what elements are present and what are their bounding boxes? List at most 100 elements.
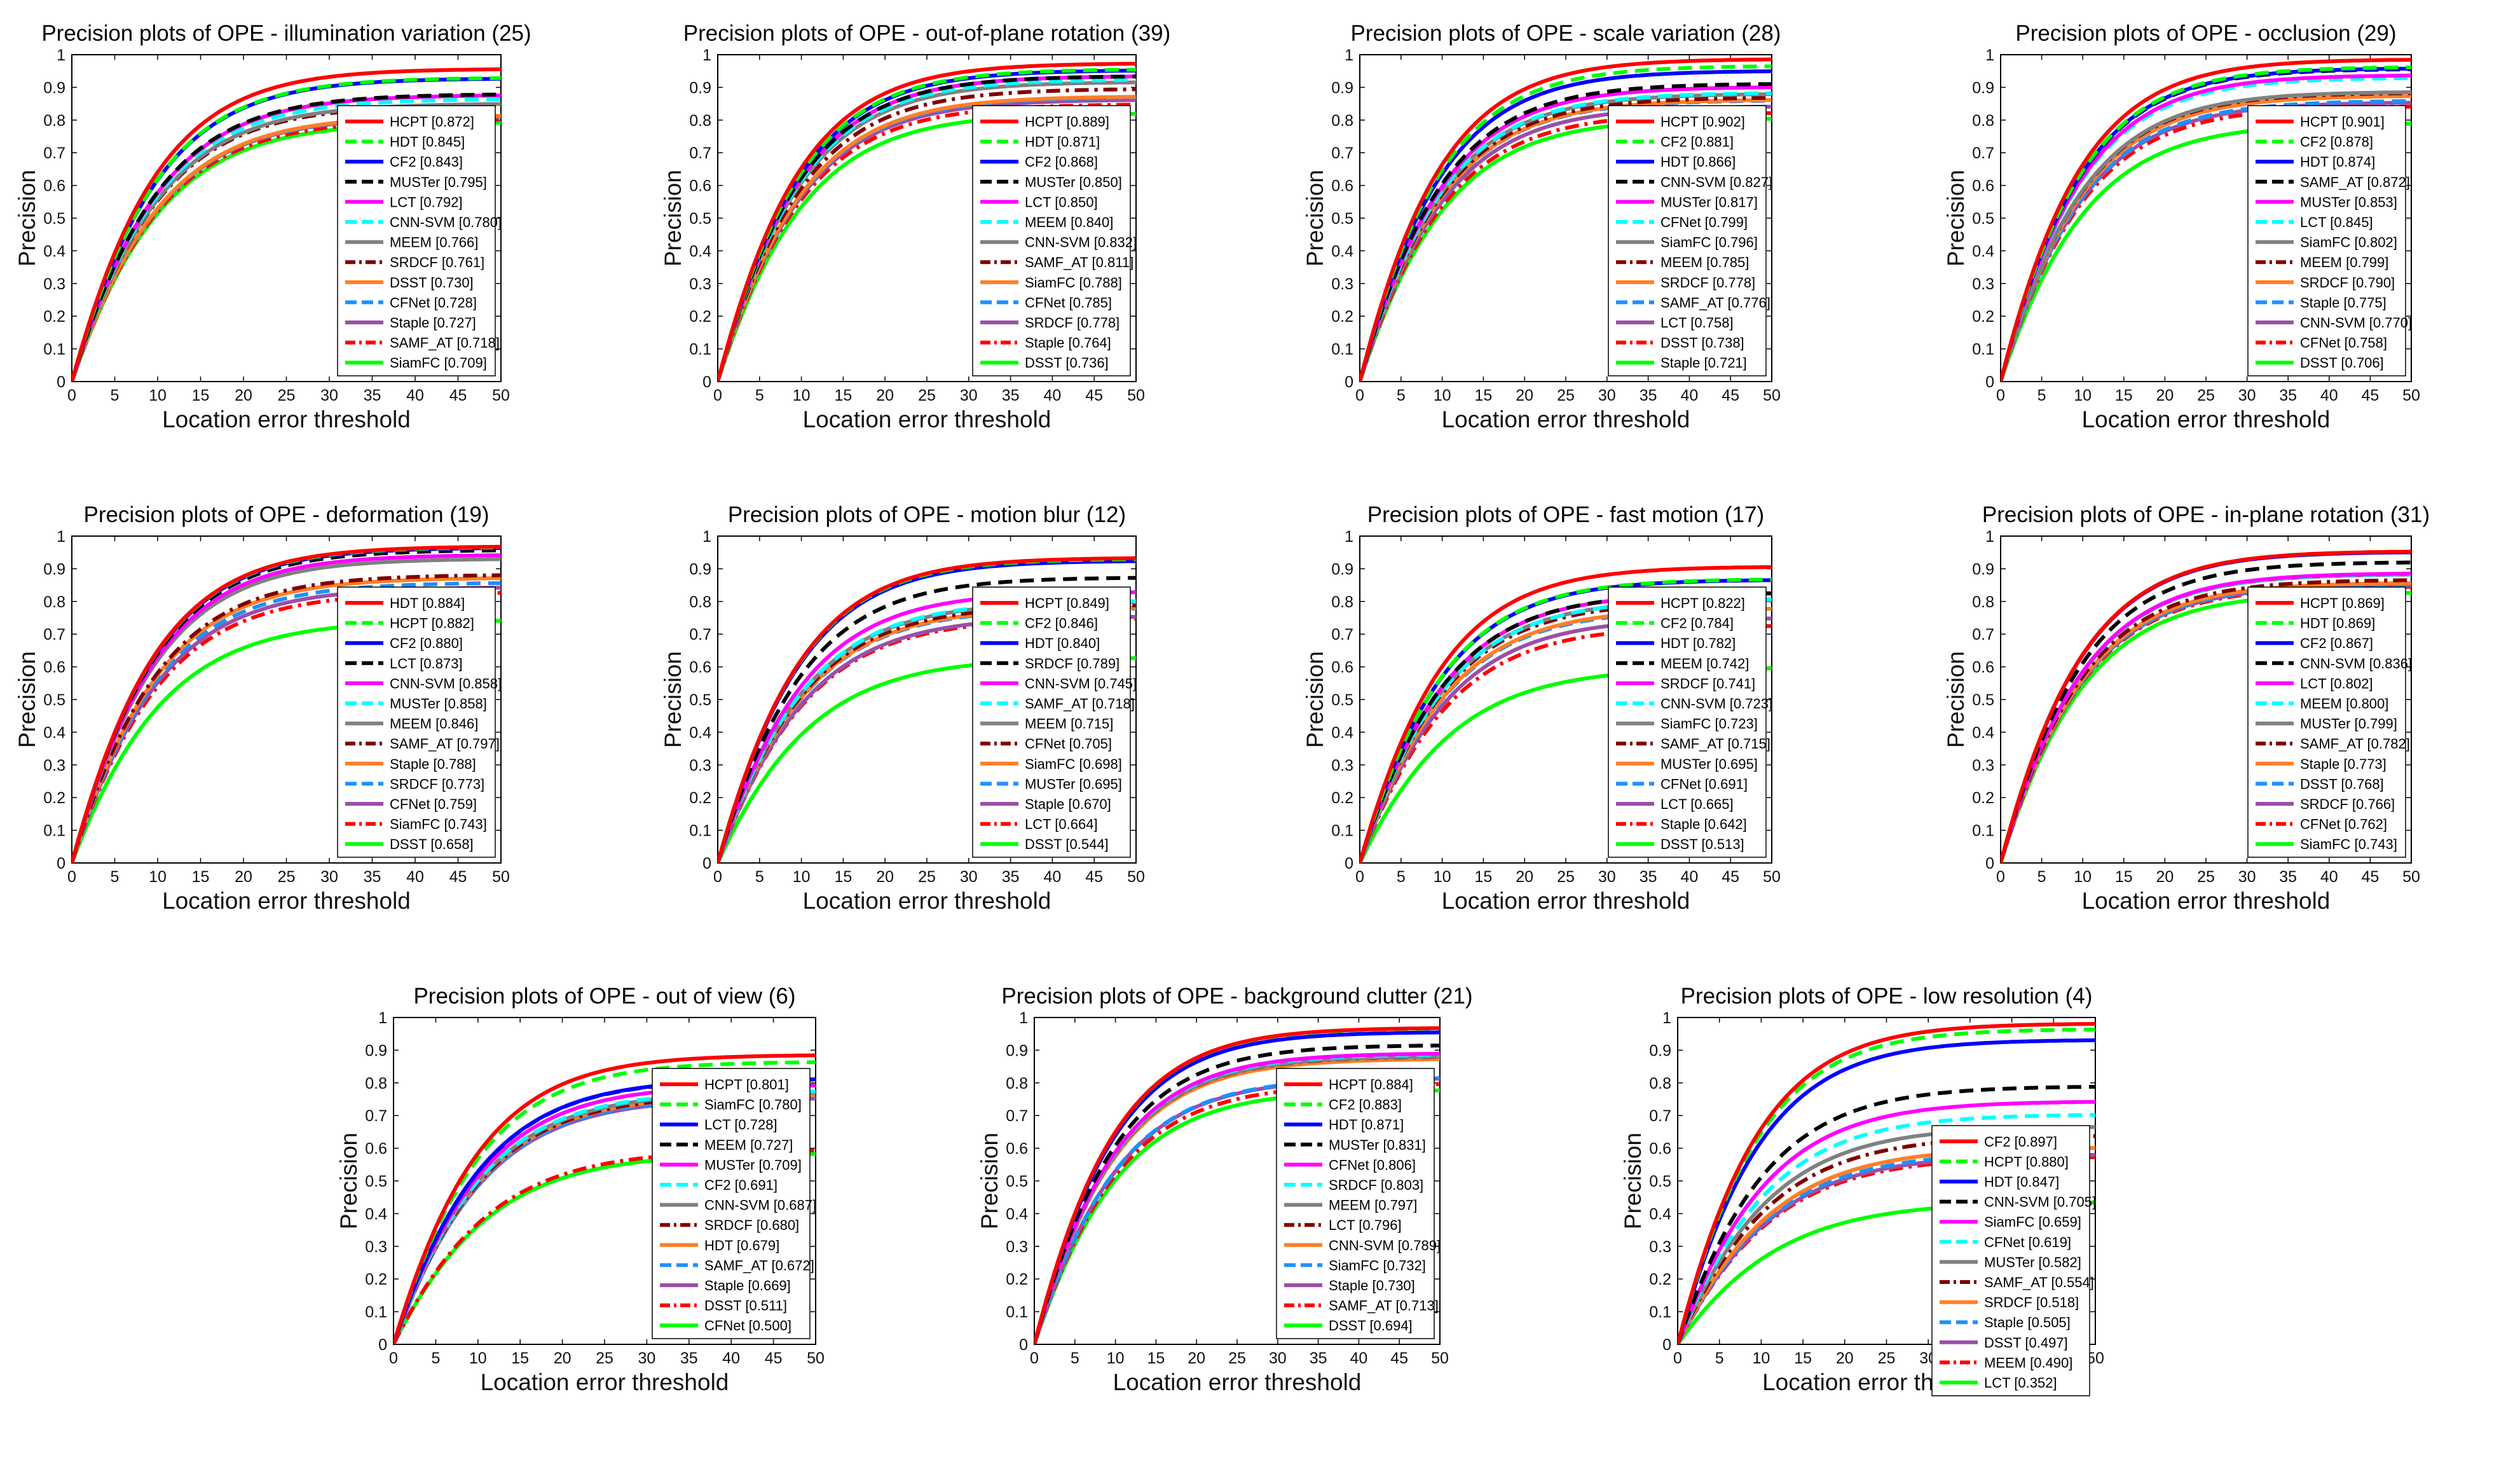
x-axis-label: Location error threshold: [803, 888, 1051, 914]
series-line-samf-at: [72, 573, 501, 863]
series-line-cf2: [1678, 1022, 2095, 1344]
y-axis-label: Precision: [1943, 170, 1969, 266]
y-axis-label: Precision: [660, 651, 686, 748]
y-tick-label: 0.4: [43, 242, 65, 260]
y-tick-label: 0.5: [365, 1173, 387, 1190]
x-tick-label: 15: [834, 387, 852, 404]
series-line-hdt: [72, 544, 501, 863]
legend-entry-cfnet: CFNet [0.705]: [1025, 736, 1112, 752]
legend-entry-srdcf: SRDCF [0.766]: [2300, 796, 2395, 812]
series-line-hcpt: [394, 1053, 816, 1344]
x-tick-label: 25: [1878, 1349, 1896, 1367]
legend-entry-samf-at: SAMF_AT [0.713]: [1329, 1298, 1439, 1314]
y-tick-label: 0.1: [1331, 341, 1353, 359]
legend-entry-cfnet: CFNet [0.619]: [1984, 1234, 2071, 1250]
legend-entry-lct: LCT [0.728]: [704, 1117, 777, 1133]
legend-entry-cnn-svm: CNN-SVM [0.723]: [1661, 696, 1772, 712]
y-tick-label: 0.3: [1649, 1238, 1671, 1256]
y-tick-label: 0.2: [43, 308, 65, 326]
y-tick-label: 0.9: [1972, 560, 1994, 578]
series-line-siamfc: [1678, 1100, 2095, 1344]
legend-entry-dsst: DSST [0.768]: [2300, 776, 2384, 792]
x-tick-label: 35: [1640, 387, 1657, 404]
legend-entry-cf2: CF2 [0.868]: [1025, 154, 1098, 170]
x-tick-label: 25: [918, 868, 936, 886]
series-line-dsst: [1360, 111, 1772, 382]
y-tick-label: 0.4: [1972, 724, 1994, 741]
y-tick-label: 0.9: [1331, 79, 1353, 97]
y-tick-label: 0.7: [689, 626, 711, 644]
y-tick-label: 0.6: [1649, 1140, 1671, 1158]
legend-entry-cnn-svm: CNN-SVM [0.705]: [1984, 1194, 2096, 1210]
series-line-siamfc: [718, 95, 1136, 382]
y-tick-label: 0.8: [1331, 593, 1353, 611]
chart-title: Precision plots of OPE - fast motion (17…: [1367, 502, 1764, 527]
legend-entry-muster: MUSTer [0.582]: [1984, 1254, 2081, 1270]
x-tick-label: 40: [406, 868, 424, 886]
legend-entry-cnn-svm: CNN-SVM [0.745]: [1025, 675, 1137, 691]
legend-entry-staple: Staple [0.669]: [704, 1278, 791, 1293]
series-line-siamfc: [2001, 90, 2411, 382]
x-tick-label: 25: [596, 1349, 613, 1367]
series-line-hcpt: [1360, 565, 1772, 863]
y-tick-label: 0.9: [1006, 1042, 1028, 1059]
y-tick-label: 0.5: [689, 691, 711, 709]
series-line-lct: [2001, 76, 2411, 382]
y-tick-label: 1: [1345, 528, 1353, 546]
x-tick-label: 35: [1002, 387, 1020, 404]
legend-entry-staple: Staple [0.721]: [1661, 355, 1747, 371]
x-tick-label: 40: [722, 1349, 740, 1367]
series-line-srdcf: [718, 576, 1136, 863]
legend-entry-cfnet: CFNet [0.758]: [2300, 335, 2387, 351]
y-tick-label: 0.8: [1006, 1075, 1028, 1093]
legend-entry-hdt: HDT [0.845]: [390, 134, 465, 150]
legend-entry-lct: LCT [0.352]: [1984, 1375, 2057, 1391]
series-line-hcpt: [1034, 1026, 1440, 1344]
legend-entry-staple: Staple [0.775]: [2300, 294, 2386, 310]
y-tick-label: 0.1: [1972, 341, 1994, 359]
legend-entry-siamfc: SiamFC [0.796]: [1661, 235, 1758, 251]
x-tick-label: 15: [1474, 387, 1492, 404]
legend-entry-muster: MUSTer [0.799]: [2300, 716, 2397, 732]
x-tick-label: 10: [1434, 387, 1451, 404]
legend-entry-lct: LCT [0.873]: [390, 656, 463, 672]
x-tick-label: 50: [807, 1349, 825, 1367]
x-tick-label: 5: [1071, 1349, 1079, 1367]
y-tick-label: 0.9: [43, 560, 65, 578]
y-axis-label: Precision: [1302, 651, 1328, 748]
x-tick-label: 5: [1715, 1349, 1724, 1367]
chart-panel-6: Precision plots of OPE - motion blur (12…: [660, 502, 1145, 914]
series-line-hdt: [718, 67, 1136, 382]
legend-entry-cnn-svm: CNN-SVM [0.832]: [1025, 235, 1137, 251]
x-tick-label: 25: [278, 868, 296, 886]
x-tick-label: 10: [793, 387, 811, 404]
y-axis-label: Precision: [1302, 170, 1328, 266]
legend-entry-meem: MEEM [0.800]: [2300, 696, 2388, 712]
series-line-cf2: [2001, 65, 2411, 382]
y-tick-label: 0.8: [1331, 112, 1353, 130]
legend-entry-samf-at: SAMF_AT [0.554]: [1984, 1274, 2094, 1290]
legend-entry-hdt: HDT [0.782]: [1661, 635, 1736, 651]
x-tick-label: 20: [554, 1349, 572, 1367]
legend-entry-dsst: DSST [0.544]: [1025, 836, 1109, 852]
legend-entry-meem: MEEM [0.840]: [1025, 214, 1113, 230]
y-tick-label: 0.2: [689, 789, 711, 807]
legend-entry-samf-at: SAMF_AT [0.797]: [390, 736, 500, 752]
legend-entry-samf-at: SAMF_AT [0.811]: [1025, 254, 1133, 270]
x-tick-label: 15: [511, 1349, 529, 1367]
y-axis-label: Precision: [14, 651, 40, 748]
x-tick-label: 40: [2320, 868, 2338, 886]
legend-entry-samf-at: SAMF_AT [0.718]: [1025, 696, 1135, 712]
y-tick-label: 0: [1019, 1336, 1028, 1354]
x-axis-label: Location error threshold: [2082, 888, 2331, 914]
y-tick-label: 0.1: [689, 822, 711, 840]
y-tick-label: 0.7: [1972, 626, 1994, 644]
legend-entry-siamfc: SiamFC [0.732]: [1329, 1257, 1426, 1273]
y-tick-label: 0.6: [689, 659, 711, 677]
chart-panel-11: Precision plots of OPE - low resolution …: [1620, 984, 2104, 1397]
y-axis-label: Precision: [14, 170, 40, 266]
y-tick-label: 0.4: [1331, 242, 1353, 260]
x-axis-label: Location error threshold: [1442, 888, 1690, 914]
y-tick-label: 0.7: [1972, 144, 1994, 162]
y-tick-label: 1: [378, 1009, 387, 1027]
